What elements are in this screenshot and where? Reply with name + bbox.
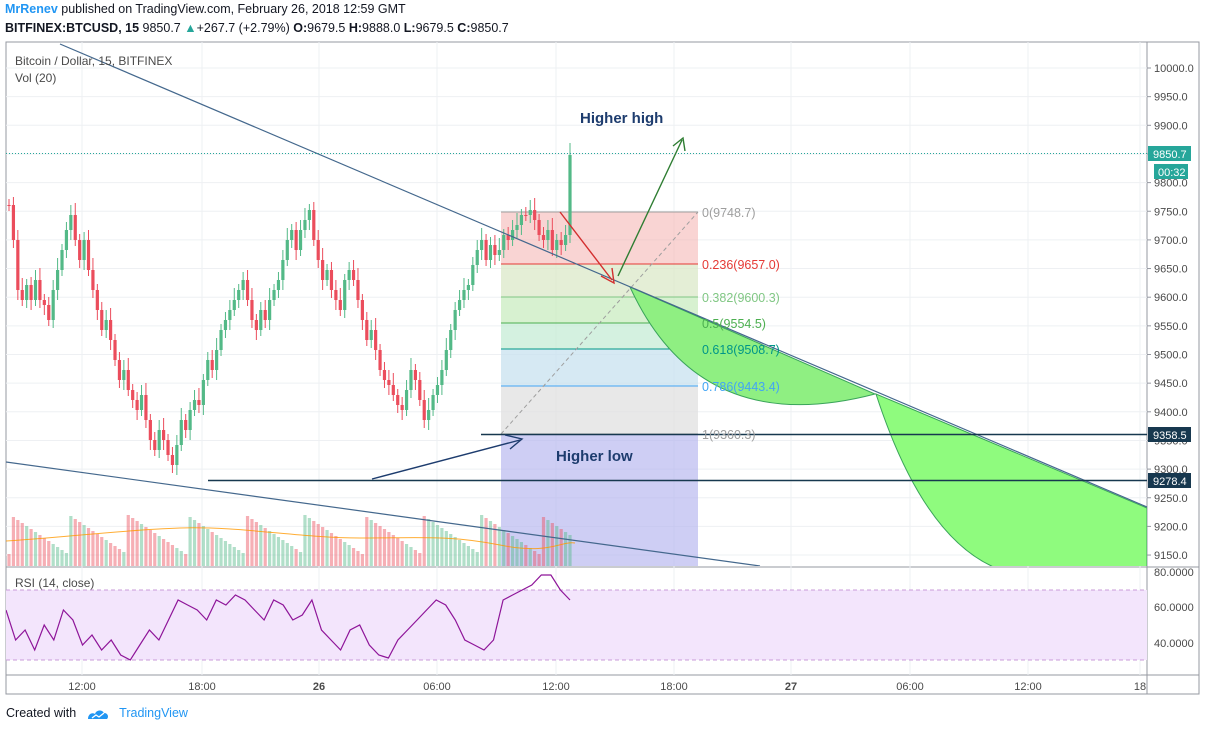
volume-bars: [7, 515, 572, 566]
fib-zone-0-0236: [501, 212, 698, 264]
descending-trendline-upper: [59, 43, 1147, 508]
time-tick-label: 27: [785, 681, 797, 693]
time-tick-label: 18: [1134, 681, 1146, 693]
price-tick-label: 9550.0: [1154, 321, 1188, 333]
descending-trendline-lower: [6, 461, 761, 566]
price-tick-label: 9950.0: [1154, 92, 1188, 104]
pullback-arrow: [559, 211, 615, 285]
fib-label-0786: 0.786(9443.4): [702, 380, 780, 394]
countdown-tag: 00:32: [1154, 164, 1188, 179]
time-tick-label: 06:00: [423, 681, 451, 693]
price-tick-label: 9250.0: [1154, 493, 1188, 505]
time-tick-label: 12:00: [68, 681, 96, 693]
author-link[interactable]: MrRenev: [5, 2, 58, 16]
rsi-band: [6, 590, 1147, 660]
price-tick-label: 9150.0: [1154, 550, 1188, 562]
up-arrow-icon: ▲: [184, 21, 197, 35]
higher-high-annotation[interactable]: Higher high: [580, 110, 663, 127]
open-label: O:: [293, 21, 308, 35]
higher-low-arrow: [371, 434, 524, 480]
fib-label-0618: 0.618(9508.7): [702, 343, 780, 357]
price-change: +267.7 (+2.79%): [196, 21, 290, 35]
svg-text:00:32: 00:32: [1158, 167, 1186, 179]
rsi-label: RSI (14, close): [15, 576, 94, 590]
fib-trend-line: [500, 211, 699, 435]
price-tick-label: 10000.0: [1154, 63, 1194, 75]
projection-arc-2: [875, 393, 1147, 566]
volume-ma: [6, 527, 576, 550]
price-tick-label: 9400.0: [1154, 407, 1188, 419]
price-tick-label: 9800.0: [1154, 178, 1188, 190]
time-tick-label: 12:00: [1014, 681, 1042, 693]
price-tick-label: 9650.0: [1154, 264, 1188, 276]
tradingview-link[interactable]: TradingView: [119, 706, 188, 720]
rsi-axis[interactable]: 80.0000 60.0000 40.0000: [1154, 567, 1194, 650]
fib-label-0: 0(9748.7): [702, 206, 756, 220]
fib-label-1: 1(9360.3): [702, 428, 756, 442]
price-tick-label: 9600.0: [1154, 292, 1188, 304]
footer: Created with TradingView: [6, 706, 188, 721]
time-tick-label: 18:00: [188, 681, 216, 693]
chart-frame: [5, 41, 1200, 695]
ohlc-legend: BITFINEX:BTCUSD, 15 9850.7 ▲+267.7 (+2.7…: [5, 21, 509, 35]
line-tag-9358: 9358.5: [1148, 427, 1191, 442]
symbol-label: BITFINEX:BTCUSD, 15: [5, 21, 140, 35]
rsi-tick-label: 40.0000: [1154, 638, 1194, 650]
open-value: 9679.5: [307, 21, 346, 35]
candlesticks: [7, 143, 572, 475]
fib-label-0236: 0.236(9657.0): [702, 258, 780, 272]
svg-text:9278.4: 9278.4: [1153, 476, 1187, 488]
time-tick-label: 12:00: [542, 681, 570, 693]
price-tick-label: 9750.0: [1154, 206, 1188, 218]
time-tick-label: 06:00: [896, 681, 924, 693]
fib-labels: 0(9748.7) 0.236(9657.0) 0.382(9600.3) 0.…: [702, 206, 780, 442]
last-price-tag: 9850.7: [1148, 146, 1191, 161]
higher-low-annotation[interactable]: Higher low: [556, 448, 633, 465]
close-label: C:: [457, 21, 471, 35]
rsi-tick-label: 60.0000: [1154, 602, 1194, 614]
svg-text:9850.7: 9850.7: [1153, 149, 1187, 161]
created-with-text: Created with: [6, 706, 77, 720]
higher-high-arrow: [617, 136, 686, 277]
fib-zone-0786-1: [501, 386, 698, 434]
fib-label-0382: 0.382(9600.3): [702, 291, 780, 305]
svg-text:9358.5: 9358.5: [1153, 430, 1187, 442]
time-axis[interactable]: 12:00 18:00 26 06:00 12:00 18:00 27 06:00 12:00 1…: [68, 681, 1146, 693]
price-tick-label: 9700.0: [1154, 235, 1188, 247]
fib-label-05: 0.5(9554.5): [702, 317, 766, 331]
publish-info: MrRenev published on TradingView.com, Fe…: [5, 2, 406, 16]
rsi-tick-label: 80.0000: [1154, 567, 1194, 579]
price-tick-label: 9900.0: [1154, 120, 1188, 132]
high-value: 9888.0: [362, 21, 401, 35]
low-value: 9679.5: [415, 21, 454, 35]
close-value: 9850.7: [470, 21, 509, 35]
fib-zone-0618-0786: [501, 349, 698, 386]
published-text: published on TradingView.com, February 2…: [61, 2, 406, 16]
tradingview-logo-icon: [87, 710, 108, 719]
fib-zone-0236-0382: [501, 264, 698, 297]
high-label: H:: [348, 21, 363, 35]
time-tick-label: 26: [313, 681, 325, 693]
last-price: 9850.7: [142, 21, 181, 35]
price-tick-label: 9500.0: [1154, 350, 1188, 362]
projection-arc-1: [628, 286, 877, 406]
rsi-line: [6, 574, 571, 661]
low-label: L:: [403, 21, 416, 35]
line-tag-9278: 9278.4: [1148, 473, 1191, 488]
price-tick-label: 9450.0: [1154, 378, 1188, 390]
pane-title: Bitcoin / Dollar, 15, BITFINEX: [15, 54, 172, 68]
price-tick-label: 9200.0: [1154, 521, 1188, 533]
volume-label: Vol (20): [15, 71, 56, 85]
time-tick-label: 18:00: [660, 681, 688, 693]
